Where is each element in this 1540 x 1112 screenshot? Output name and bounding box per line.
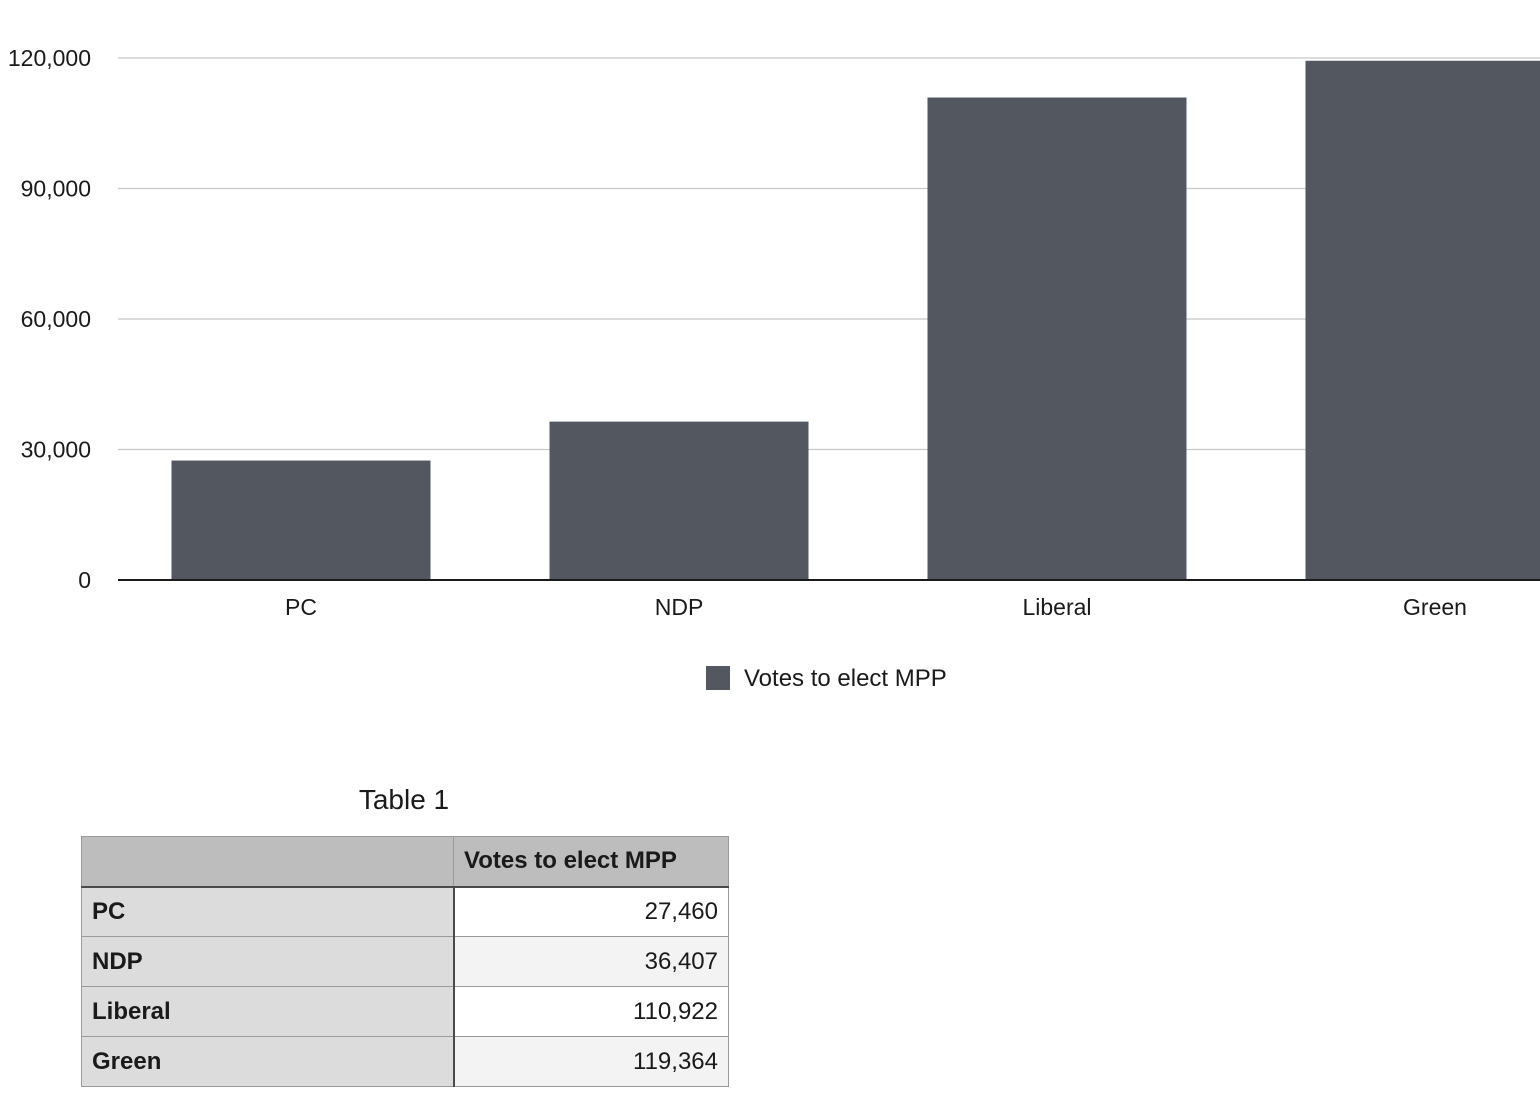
x-axis-ticks: PC NDP Liberal Green — [285, 594, 1467, 620]
bar-green[interactable] — [1305, 60, 1540, 580]
row-header[interactable]: Liberal — [81, 986, 455, 1037]
y-tick-label: 120,000 — [8, 45, 91, 71]
y-tick-label: 60,000 — [21, 306, 91, 332]
legend: Votes to elect MPP — [706, 665, 947, 692]
table-header-row: Votes to elect MPP — [81, 836, 729, 888]
table-corner-cell[interactable] — [81, 836, 454, 888]
bar-pc[interactable] — [171, 460, 431, 580]
y-axis-ticks: 0 30,000 60,000 90,000 120,000 — [8, 45, 91, 593]
table-row: Green 119,364 — [81, 1036, 729, 1087]
x-tick-label: PC — [285, 594, 317, 620]
table-row: Liberal 110,922 — [81, 986, 729, 1037]
table-row: PC 27,460 — [81, 886, 729, 937]
table-cell[interactable]: 27,460 — [453, 886, 729, 937]
y-tick-label: 90,000 — [21, 176, 91, 202]
table-cell[interactable]: 36,407 — [453, 936, 729, 987]
legend-label: Votes to elect MPP — [744, 665, 947, 692]
table-title: Table 1 — [358, 784, 450, 815]
y-tick-label: 0 — [78, 567, 91, 593]
table-cell[interactable]: 119,364 — [453, 1036, 729, 1087]
row-header[interactable]: NDP — [81, 936, 455, 987]
bar-liberal[interactable] — [927, 97, 1187, 580]
legend-swatch — [706, 666, 730, 690]
table-cell[interactable]: 110,922 — [453, 986, 729, 1037]
bar-chart: 0 30,000 60,000 90,000 120,000 PC NDP Liberal G… — [8, 45, 1540, 692]
column-header[interactable]: Votes to elect MPP — [453, 836, 729, 888]
gridlines — [118, 57, 1540, 451]
bars — [171, 60, 1540, 580]
row-header[interactable]: Green — [81, 1036, 455, 1087]
x-tick-label: Green — [1403, 594, 1467, 620]
x-tick-label: Liberal — [1022, 594, 1091, 620]
table-row: NDP 36,407 — [81, 936, 729, 987]
bar-ndp[interactable] — [549, 421, 809, 580]
data-table: Votes to elect MPP PC 27,460 NDP 36,407 … — [81, 836, 729, 1087]
x-tick-label: NDP — [655, 594, 704, 620]
row-header[interactable]: PC — [81, 886, 455, 937]
y-tick-label: 30,000 — [21, 437, 91, 463]
